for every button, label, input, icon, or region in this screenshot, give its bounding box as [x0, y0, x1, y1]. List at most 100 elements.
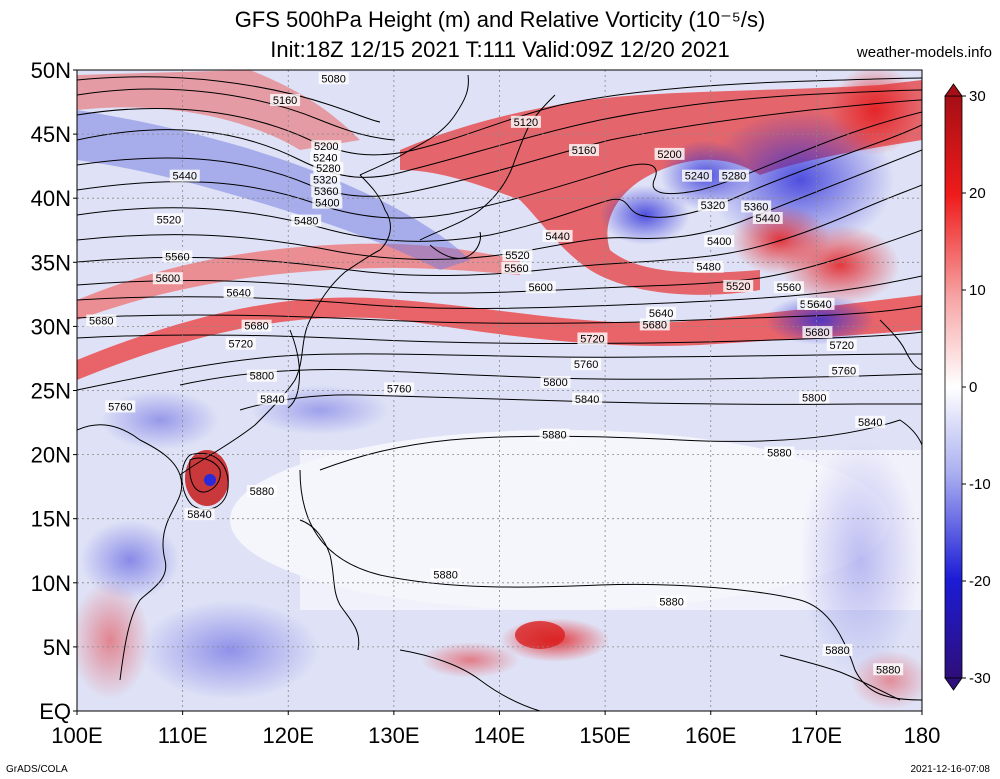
contour-label: 5720: [580, 334, 604, 346]
contour-label-bg: [384, 382, 415, 395]
contour-label: 5400: [315, 198, 339, 210]
contour-label-bg: [773, 281, 804, 294]
contour-label-bg: [86, 314, 117, 327]
lat-tick-label: 15N: [31, 507, 71, 532]
contour-label-bg: [153, 213, 184, 226]
contour-label: 5440: [172, 171, 196, 183]
contour-label-bg: [569, 144, 599, 157]
contour-label: 5280: [722, 171, 746, 183]
contour-label: 5080: [321, 73, 345, 85]
contour-label: 5800: [250, 371, 274, 383]
colorbar-min-arrow: [944, 677, 963, 691]
colorbar: 30 20 10 0 -10 -20 -30: [944, 83, 991, 691]
contour-label: 5440: [756, 213, 780, 225]
contour-label-bg: [525, 281, 556, 294]
contour-label: 5680: [89, 316, 113, 328]
contour-label-bg: [828, 364, 859, 377]
contour-label-bg: [704, 235, 735, 248]
contour-label-bg: [693, 260, 724, 273]
contour-label-bg: [430, 568, 461, 581]
contour-label-bg: [246, 485, 277, 498]
contour-label-bg: [225, 337, 256, 350]
contour-label: 5240: [313, 153, 337, 165]
contour-label: 5840: [575, 394, 599, 406]
contour-label-bg: [291, 214, 322, 227]
lon-tick-label: 130E: [368, 723, 419, 748]
contour-label-bg: [257, 392, 288, 405]
contour-label-bg: [723, 279, 754, 292]
lon-tick-label: 120E: [263, 723, 314, 748]
contour-label-bg: [799, 391, 830, 404]
colorbar-max-arrow: [944, 83, 963, 97]
lat-tick-label: 5N: [43, 635, 71, 660]
contour-label-bg: [822, 644, 853, 657]
lat-tick-label: 40N: [31, 186, 71, 211]
contour-label-bg: [571, 358, 602, 371]
contour-label: 5640: [649, 308, 673, 320]
contour-label-bg: [169, 169, 200, 182]
footer-timestamp: 2021-12-16-07:08: [910, 764, 990, 775]
contour-label-bg: [577, 332, 608, 345]
contour-label: 5760: [832, 366, 856, 378]
contour-label-bg: [223, 286, 254, 299]
longitude-axis: 100E 110E 120E 130E 140E 150E 160E 170E 180: [51, 711, 940, 748]
contour-label-bg: [501, 261, 532, 274]
contour-label-bg: [152, 272, 183, 285]
contour-label: 5240: [685, 171, 709, 183]
contour-label: 5480: [294, 216, 318, 228]
lat-tick-label: EQ: [39, 699, 71, 724]
contour-label: 5520: [726, 281, 750, 293]
contour-label: 5520: [157, 214, 181, 226]
contour-label-bg: [572, 392, 603, 405]
contour-label: 5120: [514, 117, 538, 129]
contour-label-bg: [539, 428, 570, 441]
lon-tick-label: 140E: [474, 723, 525, 748]
title-line-2: Init:18Z 12/15 2021 T:111 Valid:09Z 12/2…: [270, 37, 730, 62]
contour-label-bg: [162, 250, 193, 263]
lat-tick-label: 35N: [31, 250, 71, 275]
colorbar-tick-label: 20: [969, 185, 986, 202]
contour-labels: 5080516051205160520052405280532053605400…: [86, 72, 904, 676]
contour-label-bg: [802, 326, 833, 339]
contour-label: 5360: [314, 186, 338, 198]
contour-label-bg: [697, 199, 728, 212]
contour-label-bg: [311, 140, 342, 153]
contour-label-bg: [752, 211, 783, 224]
colorbar-tick-label: -30: [969, 670, 991, 687]
contour-label: 5720: [829, 340, 853, 352]
lat-tick-label: 30N: [31, 314, 71, 339]
contour-label: 5800: [543, 377, 567, 389]
contour-label: 5880: [542, 430, 566, 442]
contour-label: 5880: [250, 486, 274, 498]
lon-tick-label: 180: [904, 723, 941, 748]
contour-label: 5200: [657, 149, 681, 161]
height-contours: [77, 76, 922, 701]
contour-label: 5280: [316, 163, 340, 175]
contour-label-bg: [718, 169, 749, 182]
contour-label-bg: [804, 297, 835, 310]
colorbar-tick-label: 30: [969, 88, 986, 105]
contour-label: 5560: [777, 282, 801, 294]
contour-label: 5320: [313, 175, 337, 187]
contour-label: 5760: [108, 401, 132, 413]
contour-label-bg: [654, 147, 685, 160]
contour-label: 5880: [433, 569, 457, 581]
lat-tick-label: 45N: [31, 122, 71, 147]
lat-tick-label: 50N: [31, 58, 71, 83]
lat-tick-label: 20N: [31, 443, 71, 468]
contour-label-bg: [855, 415, 886, 428]
contour-label: 5160: [273, 95, 297, 107]
colorbar-tick-label: -20: [969, 573, 991, 590]
site-credit: weather-models.info: [856, 44, 992, 61]
colorbar-tick-label: -10: [969, 476, 991, 493]
contour-label: 5880: [876, 664, 900, 676]
contour-label: 5640: [226, 287, 250, 299]
contour-label: 5640: [807, 299, 831, 311]
contour-label-bg: [510, 115, 541, 128]
contour-label-bg: [540, 376, 571, 389]
contour-label: 5520: [505, 250, 529, 262]
contour-label: 5840: [187, 509, 211, 521]
contour-label: 5560: [165, 251, 189, 263]
lon-tick-label: 100E: [51, 723, 102, 748]
